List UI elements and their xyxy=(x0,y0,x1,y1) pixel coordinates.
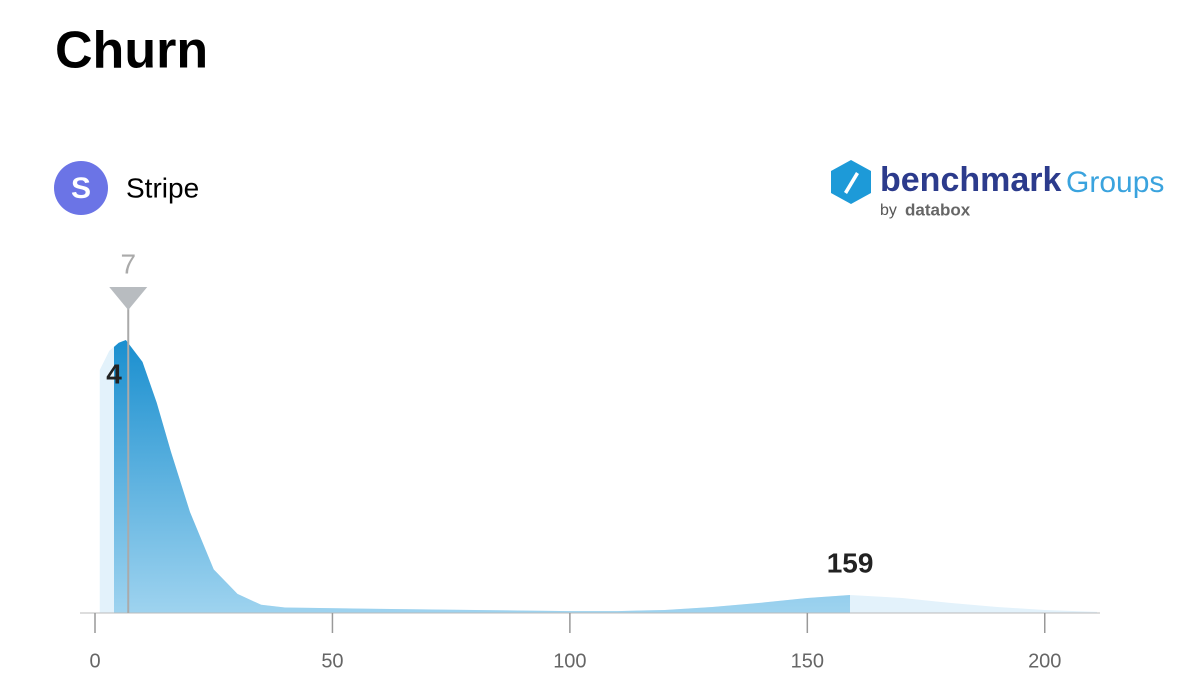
median-marker xyxy=(109,287,148,310)
x-tick-label: 0 xyxy=(89,650,100,672)
x-tick-label: 50 xyxy=(321,650,343,672)
median-label: 7 xyxy=(120,248,136,279)
logo-company: databox xyxy=(905,200,971,219)
logo-suffix: Groups xyxy=(1066,166,1164,199)
logo-glyph xyxy=(844,172,859,194)
source-name: Stripe xyxy=(126,172,199,203)
logo-byline: by xyxy=(880,202,897,219)
range-area xyxy=(113,340,851,613)
x-tick-label: 150 xyxy=(791,650,824,672)
range-high-label: 159 xyxy=(827,547,874,578)
source-icon xyxy=(54,161,108,215)
chart-title: Churn xyxy=(55,22,208,80)
density-area xyxy=(99,340,1097,613)
logo-name: benchmark xyxy=(880,161,1061,199)
x-tick-label: 200 xyxy=(1028,650,1061,672)
logo: benchmark Groups by databox xyxy=(831,160,1164,219)
source-icon-letter: S xyxy=(71,172,91,205)
x-tick-label: 100 xyxy=(553,650,586,672)
range-low-label: 4 xyxy=(106,358,122,389)
